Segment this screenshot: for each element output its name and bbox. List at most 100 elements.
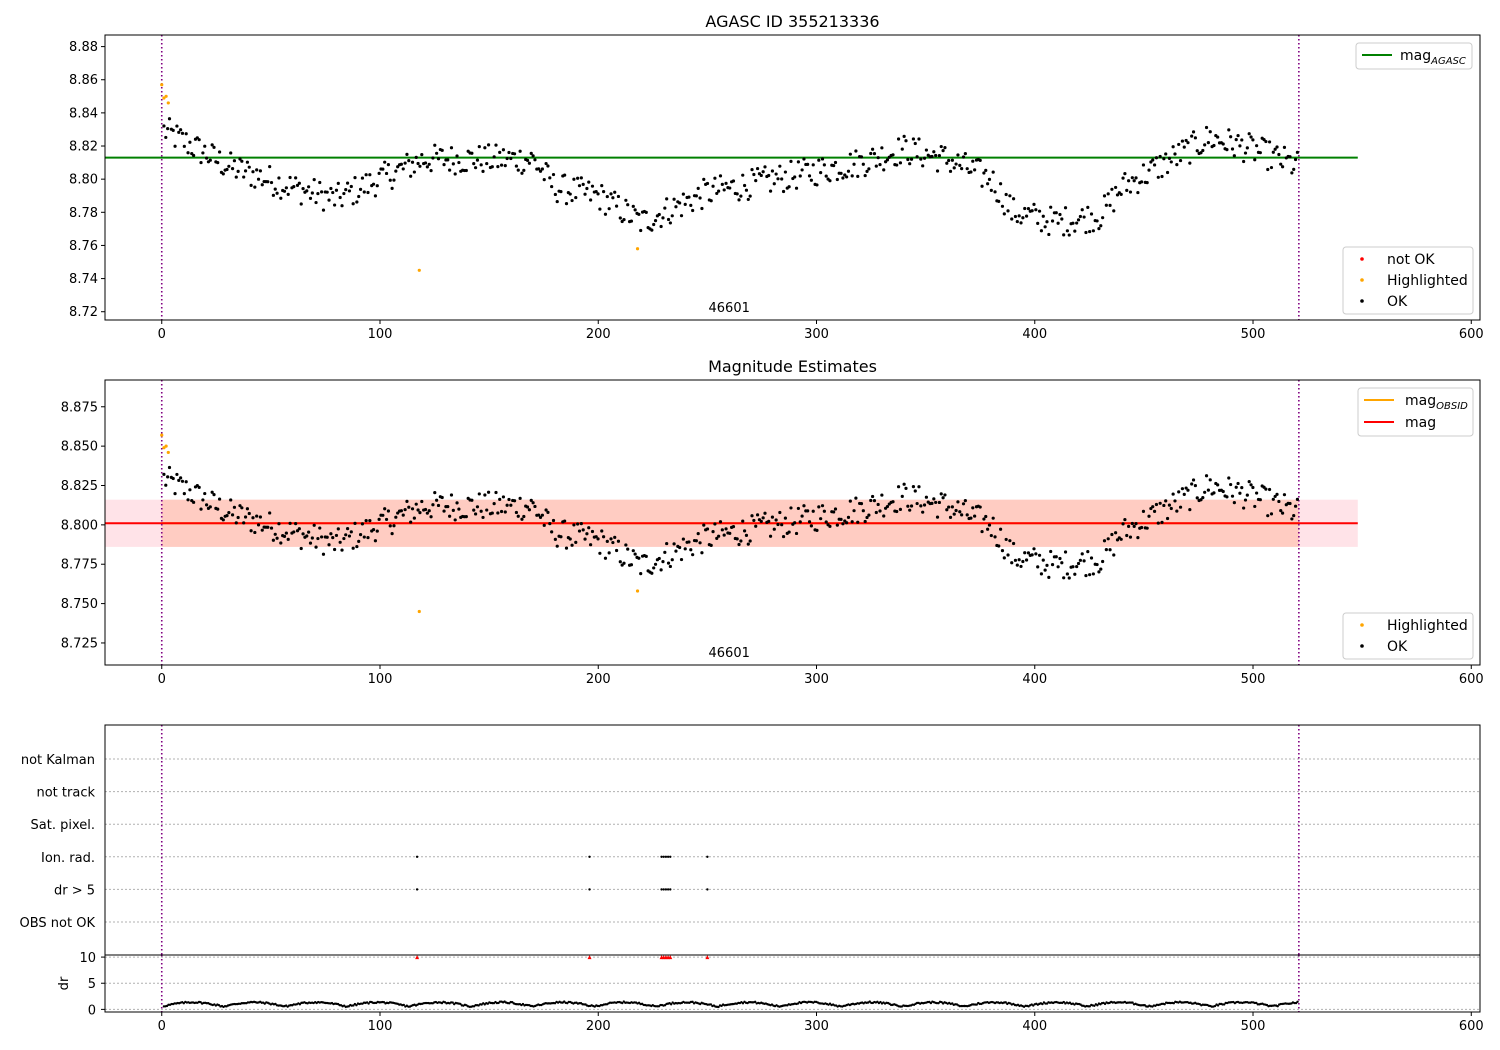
ok-point <box>616 539 621 543</box>
ok-point <box>1253 158 1257 162</box>
ok-point <box>486 490 491 494</box>
dr-point <box>1041 1002 1044 1006</box>
ok-point <box>446 504 450 509</box>
ok-point <box>1089 556 1094 560</box>
ok-point <box>802 504 806 508</box>
ok-point <box>1091 572 1095 576</box>
ok-point <box>448 168 452 172</box>
ok-point <box>394 515 398 519</box>
ok-point <box>768 189 773 193</box>
ok-point <box>229 498 233 502</box>
ok-point <box>1186 488 1190 492</box>
ok-point <box>435 151 439 155</box>
ok-point <box>173 144 177 148</box>
ok-point <box>603 212 608 216</box>
ok-point <box>210 143 214 147</box>
ok-point <box>568 192 572 196</box>
ok-point <box>420 152 424 157</box>
x-tick-label: 100 <box>368 327 393 342</box>
ok-point <box>885 504 890 509</box>
ok-point <box>512 152 517 156</box>
ok-point <box>1123 517 1127 522</box>
dr-tick-label: 5 <box>88 977 96 992</box>
ok-point <box>1075 221 1079 225</box>
ok-point <box>297 181 301 185</box>
ok-point <box>867 513 871 517</box>
ok-point <box>388 178 392 182</box>
dr-capped-marker <box>415 955 420 960</box>
flag-point <box>666 888 670 891</box>
ok-point <box>321 552 326 556</box>
ok-point <box>362 535 366 539</box>
ok-point <box>963 498 967 503</box>
ok-point <box>1167 503 1172 507</box>
ok-point <box>284 531 288 535</box>
ok-point <box>876 156 880 160</box>
ok-point <box>197 138 201 142</box>
ok-point <box>555 199 559 204</box>
ok-point <box>236 515 240 520</box>
dr-point <box>1096 1004 1099 1007</box>
ok-point <box>833 160 838 165</box>
ok-point <box>256 523 261 527</box>
ok-point <box>865 169 869 173</box>
ok-point <box>509 503 513 507</box>
ok-point <box>999 527 1003 531</box>
ok-point <box>672 197 676 201</box>
highlighted-point <box>635 247 640 251</box>
ok-point <box>499 509 504 514</box>
legend-line-label: magOBSID <box>1405 393 1468 412</box>
ok-point <box>1230 147 1235 151</box>
ok-point <box>986 182 990 186</box>
ok-point <box>435 498 439 502</box>
ok-point <box>705 181 710 186</box>
ok-point <box>869 498 873 503</box>
ok-point <box>1104 203 1108 207</box>
ok-point <box>1240 138 1244 142</box>
ok-point <box>338 540 342 544</box>
ok-point <box>626 547 630 551</box>
ok-point <box>839 517 843 521</box>
ok-point <box>1158 501 1162 505</box>
ok-point <box>527 508 531 512</box>
ok-point <box>1271 150 1275 154</box>
ok-point <box>969 170 973 174</box>
ok-point <box>327 543 331 547</box>
ok-point <box>401 513 405 517</box>
ok-point <box>301 186 305 191</box>
ok-point <box>622 217 626 222</box>
dr-point <box>402 1003 405 1007</box>
ok-point <box>542 178 546 182</box>
ok-point <box>759 173 763 178</box>
ok-point <box>192 153 196 158</box>
ok-point <box>1255 491 1259 495</box>
ok-point <box>1242 159 1246 164</box>
ok-point <box>973 168 977 172</box>
ok-point <box>1034 208 1038 212</box>
ok-point <box>789 506 793 510</box>
ok-point <box>1154 502 1159 507</box>
ok-point <box>833 507 838 511</box>
ok-point <box>722 533 726 537</box>
ok-point <box>637 212 641 216</box>
ok-point <box>212 493 216 497</box>
ok-point <box>945 161 949 165</box>
ok-point <box>384 517 389 522</box>
ok-point <box>1268 140 1272 144</box>
ok-point <box>781 189 786 194</box>
legend-point-swatch <box>1360 623 1364 627</box>
panel2-title: Magnitude Estimates <box>708 357 877 376</box>
ok-point <box>691 553 695 557</box>
ok-point <box>820 504 825 508</box>
ok-point <box>589 543 593 547</box>
ok-point <box>1199 498 1203 502</box>
ok-point <box>516 168 520 172</box>
ok-point <box>485 508 489 512</box>
ok-point <box>416 161 420 166</box>
ok-point <box>922 503 927 507</box>
ok-point <box>258 515 262 519</box>
ok-point <box>909 157 914 161</box>
ok-point <box>1075 564 1079 569</box>
ok-point <box>1049 205 1053 209</box>
ok-point <box>789 159 793 163</box>
